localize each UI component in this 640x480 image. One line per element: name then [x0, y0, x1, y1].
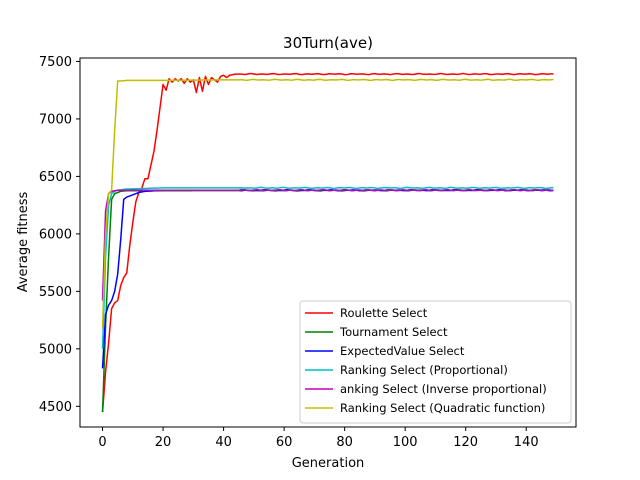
- y-axis: 4500 5000 5500 6000 6500 7000 7500: [39, 55, 80, 415]
- x-tick-label: 40: [215, 435, 232, 450]
- series-line: [101, 188, 554, 301]
- plot-frame: [79, 57, 577, 428]
- y-tick-label: 6000: [39, 227, 72, 242]
- x-tick-label: 80: [336, 435, 353, 450]
- chart-title: 30Turn(ave): [283, 34, 373, 52]
- x-axis-title: Generation: [292, 456, 365, 471]
- legend-label: anking Select (Inverse proportional): [340, 382, 547, 396]
- legend-label: ExpectedValue Select: [340, 344, 465, 358]
- y-tick-label: 4500: [39, 400, 72, 415]
- y-tick-label: 6500: [39, 170, 72, 185]
- x-tick-label: 0: [98, 435, 106, 450]
- series-line: [101, 186, 554, 349]
- series-line: [101, 78, 554, 329]
- x-tick-label: 60: [276, 435, 293, 450]
- y-tick-label: 5500: [39, 285, 72, 300]
- legend-label: Tournament Select: [339, 325, 448, 339]
- legend-label: Ranking Select (Quadratic function): [340, 401, 545, 415]
- x-tick-label: 20: [155, 435, 172, 450]
- y-axis-title: Average fitness: [16, 191, 31, 292]
- x-tick-label: 140: [514, 435, 539, 450]
- legend-box: [299, 300, 572, 424]
- plot-lines: [101, 72, 554, 413]
- x-tick-label: 100: [393, 435, 418, 450]
- x-tick-label: 120: [453, 435, 478, 450]
- y-tick-label: 5000: [39, 342, 72, 357]
- legend: Roulette Select Tournament Select Expected…: [299, 300, 572, 424]
- x-axis: 0 20 40 60 80 100 120 140: [98, 427, 539, 450]
- legend-label: Roulette Select: [340, 306, 428, 320]
- y-tick-label: 7000: [39, 112, 72, 127]
- y-tick-label: 7500: [39, 55, 72, 70]
- legend-label: Ranking Select (Proportional): [340, 363, 508, 377]
